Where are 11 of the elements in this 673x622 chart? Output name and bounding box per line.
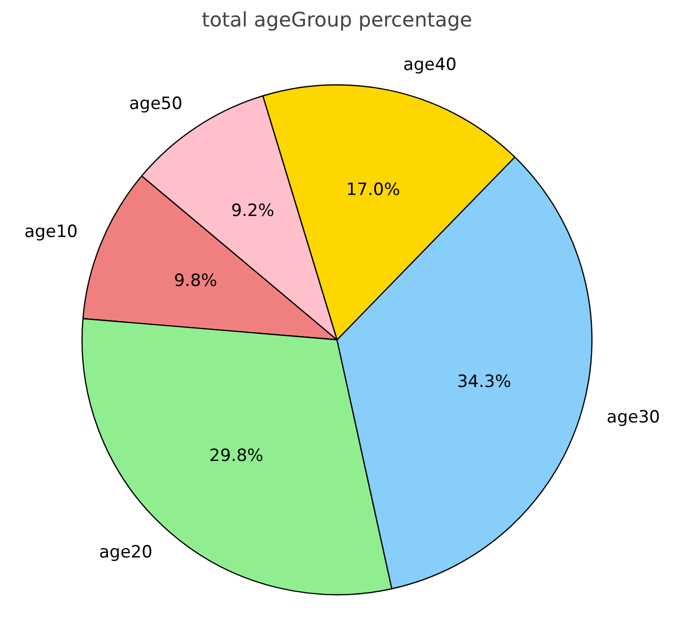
data-label: 9.8% <box>174 271 218 292</box>
slice-label: age20 <box>99 542 152 563</box>
data-label: 9.2% <box>231 201 274 222</box>
slice-label: age40 <box>403 55 457 76</box>
chart-title: total ageGroup percentage <box>202 8 472 32</box>
data-label: 17.0% <box>346 180 400 200</box>
slice-label: age10 <box>24 222 78 242</box>
slice-label: age30 <box>606 407 660 428</box>
slice-label: age50 <box>129 94 182 114</box>
data-label: 34.3% <box>457 372 512 392</box>
data-label: 29.8% <box>209 446 264 466</box>
